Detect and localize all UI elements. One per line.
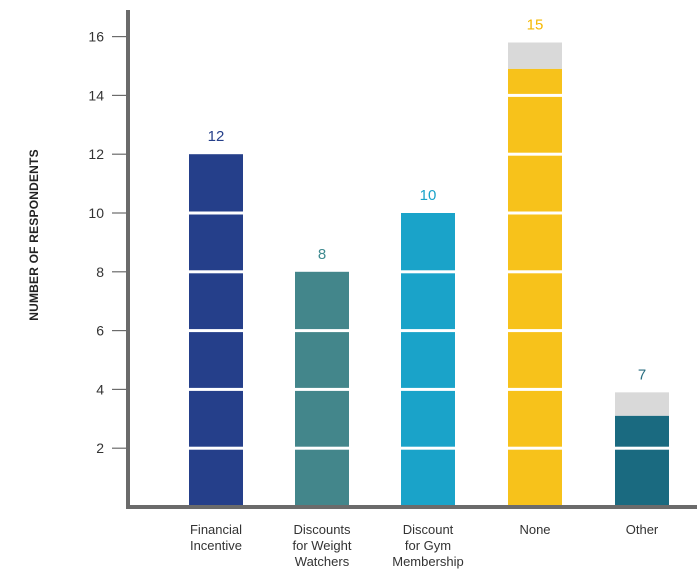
bar-separator [401,387,455,391]
x-category-label: for Gym [405,538,451,553]
bar-separator [295,329,349,333]
bar-separator [189,270,243,274]
bar-separator [508,270,562,274]
bar-separator [189,329,243,333]
bar-separator [615,446,669,450]
bars-layer [189,42,669,507]
y-ticks-layer: 2 4 6 8 10 12 14 16 [88,29,126,456]
y-tick-label: 16 [88,29,104,45]
bar-separator [295,387,349,391]
bar-separator [508,446,562,450]
x-category-label: Financial [190,522,242,537]
data-label: 15 [527,16,544,33]
bar-remainder [615,392,669,416]
y-tick-label: 6 [96,323,104,339]
x-category-label: None [519,522,550,537]
bar-separator [189,211,243,215]
bar-remainder [508,42,562,69]
bar-separator [189,387,243,391]
bar-separator [508,387,562,391]
y-axis-title: NUMBER OF RESPONDENTS [27,149,41,321]
x-category-label: Incentive [190,538,242,553]
bar-separator [508,93,562,97]
x-category-label: Membership [392,554,464,569]
bar [615,415,669,507]
x-category-label: Watchers [295,554,350,569]
bar [508,68,562,507]
bar-separator [295,446,349,450]
bar-separator [508,152,562,156]
y-tick-label: 14 [88,87,104,103]
bar [401,213,455,507]
axes-layer [126,10,697,509]
data-labels-layer: 12 8 10 15 7 [208,16,647,383]
bar-separator [401,329,455,333]
y-tick-label: 12 [88,146,104,162]
y-tick-label: 4 [96,381,104,397]
bar-separator [508,329,562,333]
bar-separator [508,211,562,215]
x-category-label: Discount [403,522,454,537]
x-category-label: Discounts [293,522,351,537]
bar-separator [401,270,455,274]
x-category-label: Other [626,522,659,537]
data-label: 8 [318,246,326,263]
y-tick-label: 8 [96,264,104,280]
bar-separator [401,446,455,450]
y-tick-label: 10 [88,205,104,221]
bar-separator [189,446,243,450]
data-label: 10 [420,187,437,204]
data-label: 7 [638,366,646,383]
y-tick-label: 2 [96,440,104,456]
x-category-label: for Weight [292,538,351,553]
data-label: 12 [208,128,225,145]
